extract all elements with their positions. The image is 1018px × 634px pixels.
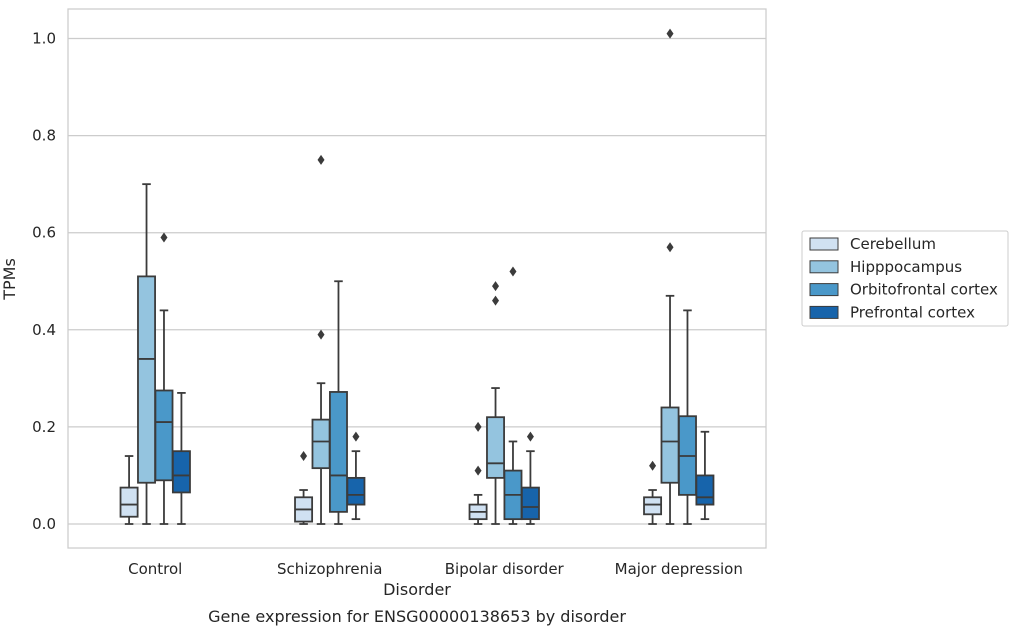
- legend-swatch: [809, 260, 839, 274]
- x-tick-label: Bipolar disorder: [445, 560, 565, 578]
- box-iqr: [329, 391, 348, 513]
- legend-label: Orbitofrontal cortex: [850, 281, 998, 299]
- outlier-point: [492, 281, 500, 292]
- box-hipppocampus: [660, 28, 680, 525]
- box-iqr: [660, 406, 680, 484]
- legend-label: Cerebellum: [850, 235, 936, 253]
- x-tick-label: Schizophrenia: [277, 560, 382, 578]
- x-tick-label: Control: [128, 560, 182, 578]
- box-iqr: [643, 496, 663, 516]
- box-iqr: [520, 486, 540, 521]
- outlier-point: [317, 329, 325, 340]
- outlier-point: [317, 154, 325, 165]
- box-cerebellum: [468, 421, 488, 525]
- y-tick-label: 0.0: [32, 515, 56, 533]
- legend-frame: [801, 230, 1009, 327]
- box-prefrontal-cortex: [346, 431, 366, 521]
- box-prefrontal-cortex: [695, 430, 715, 521]
- outlier-point: [474, 421, 482, 432]
- x-axis-title: Disorder: [383, 580, 451, 599]
- plot-marks: [119, 28, 715, 525]
- legend-swatch: [809, 237, 839, 251]
- box-prefrontal-cortex: [520, 431, 540, 525]
- outlier-point: [300, 451, 308, 462]
- outlier-point: [526, 431, 534, 442]
- outlier-point: [352, 431, 360, 442]
- box-iqr: [119, 486, 139, 518]
- outlier-point: [509, 266, 517, 277]
- legend-swatch: [809, 283, 839, 297]
- box-cerebellum: [643, 460, 663, 525]
- y-axis-title: TPMs: [0, 258, 19, 301]
- outlier-point: [666, 28, 674, 39]
- plot-frame: [67, 8, 767, 549]
- y-tick-label: 0.2: [32, 418, 56, 436]
- outlier-point: [649, 460, 657, 471]
- box-prefrontal-cortex: [171, 392, 191, 525]
- box-iqr: [695, 474, 715, 506]
- box-hipppocampus: [486, 281, 505, 525]
- box-iqr: [137, 275, 156, 484]
- legend-label: Prefrontal cortex: [850, 303, 975, 321]
- box-orbitofrontal-cortex: [678, 309, 697, 525]
- legend-swatch: [809, 305, 839, 319]
- box-cerebellum: [119, 455, 139, 525]
- y-tick-labels: 0.0 0.2 0.4 0.6 0.8 1.0: [32, 30, 56, 534]
- outlier-point: [474, 465, 482, 476]
- chart-caption: Gene expression for ENSG00000138653 by d…: [208, 607, 626, 626]
- box-cerebellum: [294, 451, 314, 525]
- box-iqr: [346, 476, 366, 506]
- box-orbitofrontal-cortex: [329, 280, 348, 525]
- x-tick-labels: Control Schizophrenia Bipolar disorder Majo…: [128, 560, 743, 578]
- outlier-point: [160, 232, 168, 243]
- y-tick-label: 0.4: [32, 321, 56, 339]
- outlier-point: [492, 295, 500, 306]
- y-tick-label: 1.0: [32, 30, 56, 48]
- box-iqr: [486, 416, 505, 479]
- box-hipppocampus: [311, 154, 331, 525]
- box-orbitofrontal-cortex: [154, 232, 174, 525]
- legend-label: Hipppocampus: [850, 258, 962, 276]
- outlier-point: [666, 242, 674, 253]
- box-iqr: [154, 389, 174, 482]
- box-hipppocampus: [137, 183, 156, 525]
- box-iqr: [171, 450, 191, 494]
- box-iqr: [311, 418, 331, 470]
- y-tick-label: 0.8: [32, 127, 56, 145]
- y-tick-label: 0.6: [32, 224, 56, 242]
- legend: Cerebellum Hipppocampus Orbitofrontal cort…: [801, 230, 1009, 327]
- x-tick-label: Major depression: [615, 560, 743, 578]
